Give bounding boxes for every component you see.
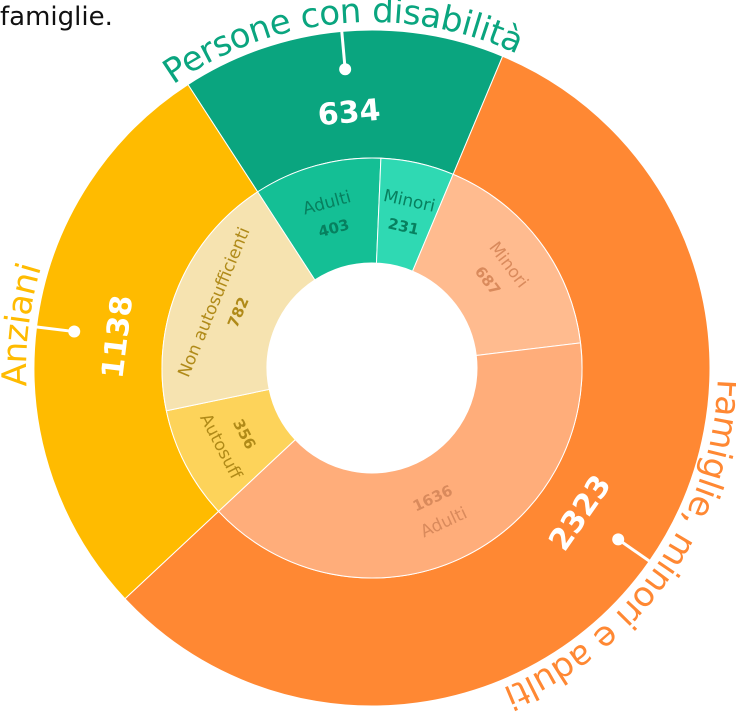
leader-dot	[339, 63, 352, 76]
leader-dot	[612, 533, 625, 546]
center-hole	[267, 263, 477, 473]
leader-line	[24, 323, 75, 334]
intro-text: famiglie.	[0, 2, 113, 32]
outer-value: 634	[316, 93, 382, 133]
leader-line	[617, 538, 661, 570]
leader-line	[339, 19, 347, 70]
leader-dot	[68, 325, 81, 338]
